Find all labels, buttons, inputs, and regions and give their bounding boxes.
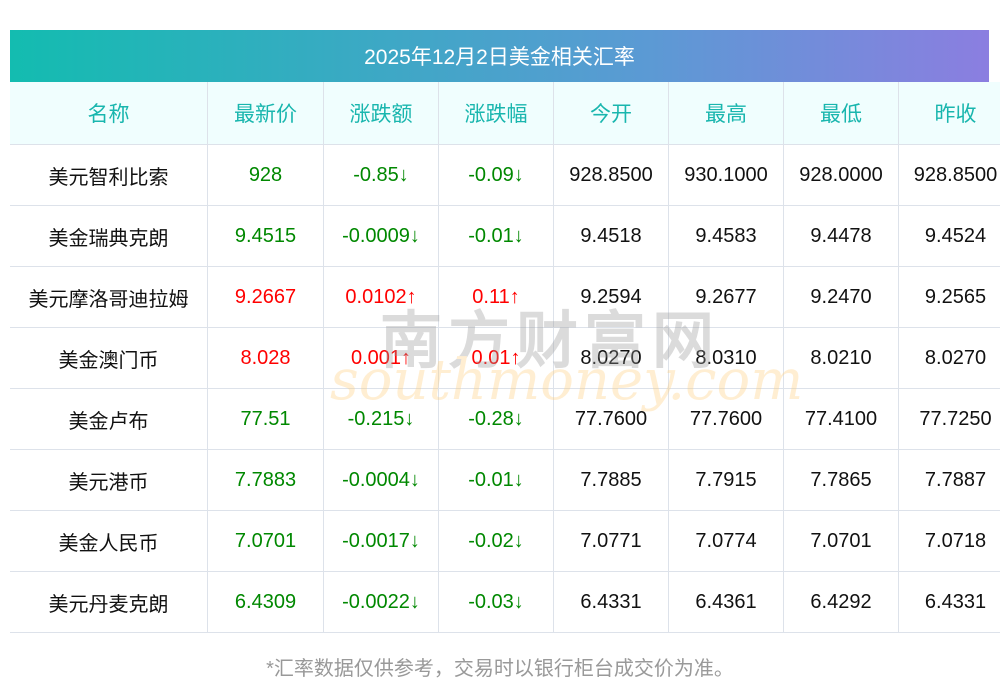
cell-change: -0.0017↓ [323, 510, 439, 572]
cell-price: 7.0701 [207, 510, 324, 572]
table-row: 美金瑞典克朗 9.4515 -0.0009↓ -0.01↓ 9.4518 9.4583 9.… [10, 205, 1000, 267]
cell-name: 美金人民币 [10, 510, 208, 572]
cell-prev: 8.0270 [898, 327, 1000, 389]
cell-price: 9.2667 [207, 266, 324, 328]
cell-change: -0.0004↓ [323, 449, 439, 511]
cell-price: 8.028 [207, 327, 324, 389]
cell-change: 0.0102↑ [323, 266, 439, 328]
cell-high: 77.7600 [668, 388, 784, 450]
cell-price: 9.4515 [207, 205, 324, 267]
cell-change: -0.0009↓ [323, 205, 439, 267]
header-row: 名称 最新价 涨跌额 涨跌幅 今开 最高 最低 昨收 [10, 82, 1000, 145]
cell-prev: 77.7250 [898, 388, 1000, 450]
table-row: 美元丹麦克朗 6.4309 -0.0022↓ -0.03↓ 6.4331 6.4361 6.… [10, 571, 1000, 633]
column-header: 涨跌幅 [438, 82, 554, 145]
cell-prev: 928.8500 [898, 144, 1000, 206]
column-header: 最高 [668, 82, 784, 145]
cell-open: 6.4331 [553, 571, 669, 633]
cell-open: 9.4518 [553, 205, 669, 267]
cell-name: 美元丹麦克朗 [10, 571, 208, 633]
cell-high: 6.4361 [668, 571, 784, 633]
cell-pct: 0.01↑ [438, 327, 554, 389]
column-header: 涨跌额 [323, 82, 439, 145]
cell-prev: 7.0718 [898, 510, 1000, 572]
cell-open: 77.7600 [553, 388, 669, 450]
cell-high: 9.2677 [668, 266, 784, 328]
column-header: 最新价 [207, 82, 324, 145]
cell-low: 8.0210 [783, 327, 899, 389]
cell-high: 8.0310 [668, 327, 784, 389]
cell-name: 美元智利比索 [10, 144, 208, 206]
cell-pct: -0.28↓ [438, 388, 554, 450]
cell-name: 美金卢布 [10, 388, 208, 450]
table-row: 美元港币 7.7883 -0.0004↓ -0.01↓ 7.7885 7.7915 7.78… [10, 449, 1000, 511]
cell-change: -0.85↓ [323, 144, 439, 206]
cell-pct: -0.09↓ [438, 144, 554, 206]
cell-low: 77.4100 [783, 388, 899, 450]
cell-high: 7.7915 [668, 449, 784, 511]
cell-high: 930.1000 [668, 144, 784, 206]
cell-pct: -0.03↓ [438, 571, 554, 633]
column-header: 名称 [10, 82, 208, 145]
cell-low: 7.7865 [783, 449, 899, 511]
cell-name: 美元港币 [10, 449, 208, 511]
cell-pct: -0.01↓ [438, 449, 554, 511]
table-row: 美金人民币 7.0701 -0.0017↓ -0.02↓ 7.0771 7.0774 7.0… [10, 510, 1000, 572]
cell-price: 6.4309 [207, 571, 324, 633]
cell-prev: 6.4331 [898, 571, 1000, 633]
disclaimer-note: *汇率数据仅供参考，交易时以银行柜台成交价为准。 [266, 658, 734, 680]
cell-price: 928 [207, 144, 324, 206]
cell-name: 美金澳门币 [10, 327, 208, 389]
cell-name: 美元摩洛哥迪拉姆 [10, 266, 208, 328]
cell-open: 8.0270 [553, 327, 669, 389]
cell-low: 928.0000 [783, 144, 899, 206]
cell-low: 6.4292 [783, 571, 899, 633]
table-row: 美金卢布 77.51 -0.215↓ -0.28↓ 77.7600 77.7600 77.4… [10, 388, 1000, 450]
table-row: 美元摩洛哥迪拉姆 9.2667 0.0102↑ 0.11↑ 9.2594 9.2677 9.… [10, 266, 1000, 328]
table-title: 2025年12月2日美金相关汇率 [10, 30, 989, 82]
cell-prev: 9.2565 [898, 266, 1000, 328]
cell-open: 9.2594 [553, 266, 669, 328]
cell-price: 77.51 [207, 388, 324, 450]
cell-prev: 7.7887 [898, 449, 1000, 511]
cell-low: 9.4478 [783, 205, 899, 267]
table-row: 美元智利比索 928 -0.85↓ -0.09↓ 928.8500 930.1000 928… [10, 144, 1000, 206]
column-header: 昨收 [898, 82, 1000, 145]
cell-low: 9.2470 [783, 266, 899, 328]
cell-open: 7.0771 [553, 510, 669, 572]
table-row: 美金澳门币 8.028 0.001↑ 0.01↑ 8.0270 8.0310 8.0210 8… [10, 327, 1000, 389]
column-header: 最低 [783, 82, 899, 145]
cell-pct: 0.11↑ [438, 266, 554, 328]
cell-name: 美金瑞典克朗 [10, 205, 208, 267]
cell-open: 928.8500 [553, 144, 669, 206]
cell-pct: -0.02↓ [438, 510, 554, 572]
cell-change: -0.0022↓ [323, 571, 439, 633]
cell-pct: -0.01↓ [438, 205, 554, 267]
cell-change: 0.001↑ [323, 327, 439, 389]
cell-price: 7.7883 [207, 449, 324, 511]
cell-open: 7.7885 [553, 449, 669, 511]
exchange-rate-table: 名称 最新价 涨跌额 涨跌幅 今开 最高 最低 昨收 美元智利比索 928 -0.85↓ -0.09… [10, 82, 1000, 633]
cell-low: 7.0701 [783, 510, 899, 572]
cell-high: 9.4583 [668, 205, 784, 267]
column-header: 今开 [553, 82, 669, 145]
cell-change: -0.215↓ [323, 388, 439, 450]
cell-high: 7.0774 [668, 510, 784, 572]
cell-prev: 9.4524 [898, 205, 1000, 267]
